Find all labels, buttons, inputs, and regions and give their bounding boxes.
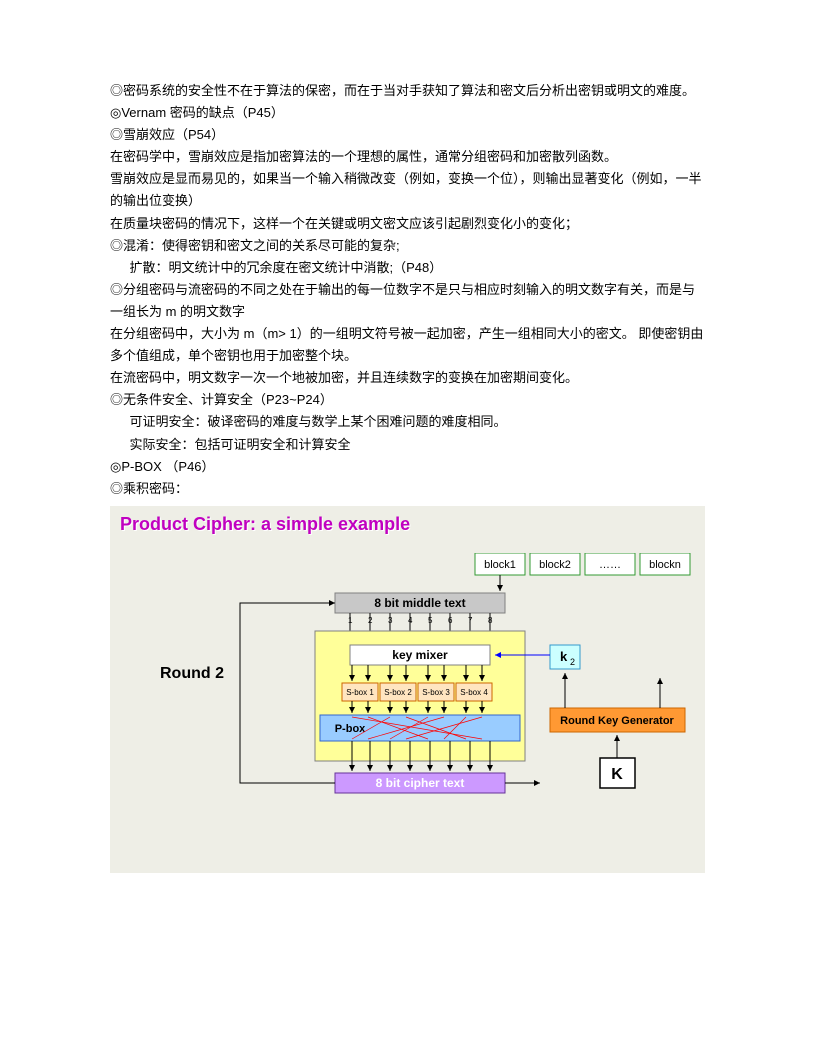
svg-text:K: K <box>611 766 623 783</box>
round-label: Round 2 <box>160 665 224 682</box>
paragraph: 在质量块密码的情况下，这样一个在关键或明文密文应该引起剧烈变化小的变化； <box>110 213 706 235</box>
svg-text:block1: block1 <box>484 559 516 571</box>
paragraph: ◎无条件安全、计算安全（P23~P24） <box>110 389 706 411</box>
paragraph: ◎分组密码与流密码的不同之处在于输出的每一位数字不是只与相应时刻输入的明文数字有… <box>110 279 706 323</box>
paragraph: ◎混淆：使得密钥和密文之间的关系尽可能的复杂; <box>110 235 706 257</box>
paragraph: ◎P-BOX （P46） <box>110 456 706 478</box>
svg-text:S-box 2: S-box 2 <box>384 688 412 697</box>
paragraph: 在流密码中，明文数字一次一个地被加密，并且连续数字的变换在加密期间变化。 <box>110 367 706 389</box>
paragraph: ◎密码系统的安全性不在于算法的保密，而在于当对手获知了算法和密文后分析出密钥或明… <box>110 80 706 102</box>
svg-text:S-box 3: S-box 3 <box>422 688 450 697</box>
svg-text:k: k <box>560 649 568 664</box>
paragraph: 实际安全：包括可证明安全和计算安全 <box>110 434 706 456</box>
svg-text:2: 2 <box>570 657 575 667</box>
svg-text:……: …… <box>599 559 621 571</box>
paragraph: 扩散：明文统计中的冗余度在密文统计中消散;（P48） <box>110 257 706 279</box>
svg-text:8 bit middle text: 8 bit middle text <box>374 596 465 610</box>
svg-text:blockn: blockn <box>649 559 681 571</box>
svg-text:8 bit cipher text: 8 bit cipher text <box>376 776 465 790</box>
document-body: ◎密码系统的安全性不在于算法的保密，而在于当对手获知了算法和密文后分析出密钥或明… <box>110 80 706 500</box>
paragraph: 雪崩效应是显而易见的，如果当一个输入稍微改变（例如，变换一个位），则输出显著变化… <box>110 168 706 212</box>
svg-text:block2: block2 <box>539 559 571 571</box>
block-boxes: block1 block2 …… blockn <box>475 553 690 575</box>
product-cipher-diagram: Product Cipher: a simple example block1 … <box>110 506 705 873</box>
diagram-title: Product Cipher: a simple example <box>120 514 695 535</box>
paragraph: 可证明安全：破译密码的难度与数学上某个困难问题的难度相同。 <box>110 411 706 433</box>
svg-text:key mixer: key mixer <box>392 648 448 662</box>
svg-text:Round Key Generator: Round Key Generator <box>560 715 674 727</box>
paragraph: ◎Vernam 密码的缺点（P45） <box>110 102 706 124</box>
paragraph: 在分组密码中，大小为 m（m> 1）的一组明文符号被一起加密，产生一组相同大小的… <box>110 323 706 367</box>
svg-text:S-box 4: S-box 4 <box>460 688 488 697</box>
svg-text:S-box 1: S-box 1 <box>346 688 374 697</box>
paragraph: 在密码学中，雪崩效应是指加密算法的一个理想的属性，通常分组密码和加密散列函数。 <box>110 146 706 168</box>
diagram-svg: block1 block2 …… blockn 8 bit middle tex… <box>120 553 695 833</box>
paragraph: ◎雪崩效应（P54） <box>110 124 706 146</box>
paragraph: ◎乘积密码： <box>110 478 706 500</box>
